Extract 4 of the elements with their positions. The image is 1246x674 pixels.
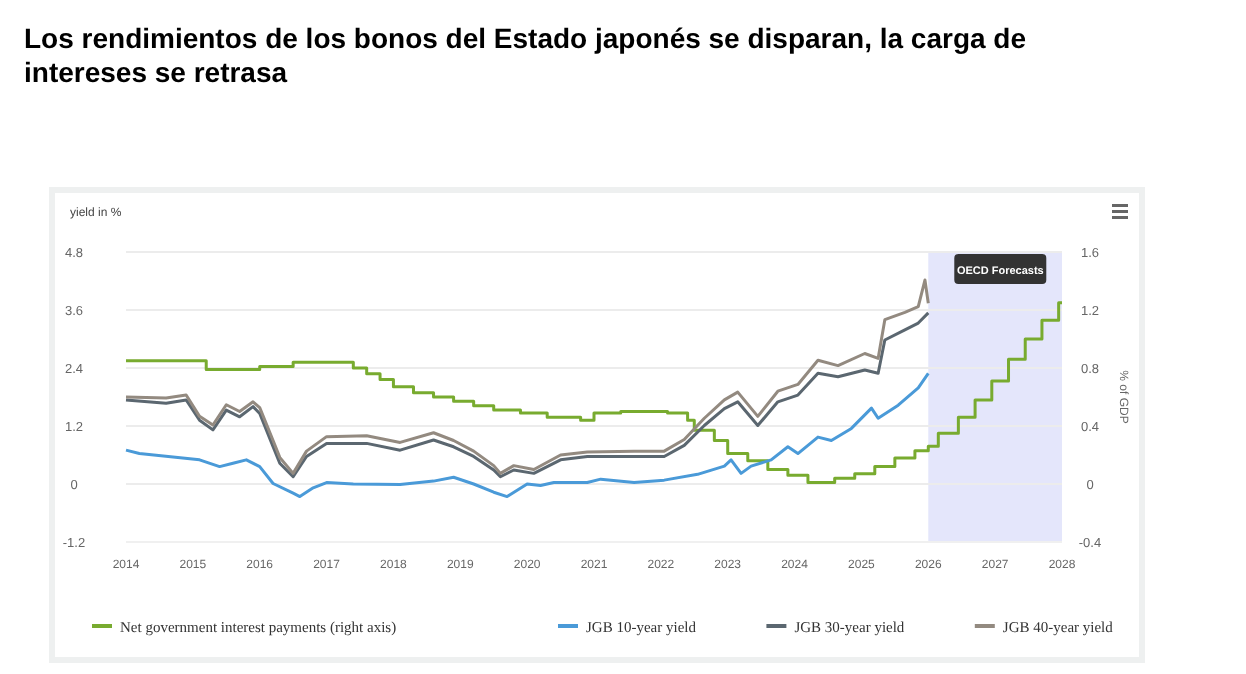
line-series	[124, 311, 930, 479]
line-series	[124, 278, 930, 475]
chart-title: Los rendimientos de los bonos del Estado japonés se disparan, la carga de intereses se retrasa	[24, 22, 1027, 88]
line-series	[124, 371, 930, 499]
